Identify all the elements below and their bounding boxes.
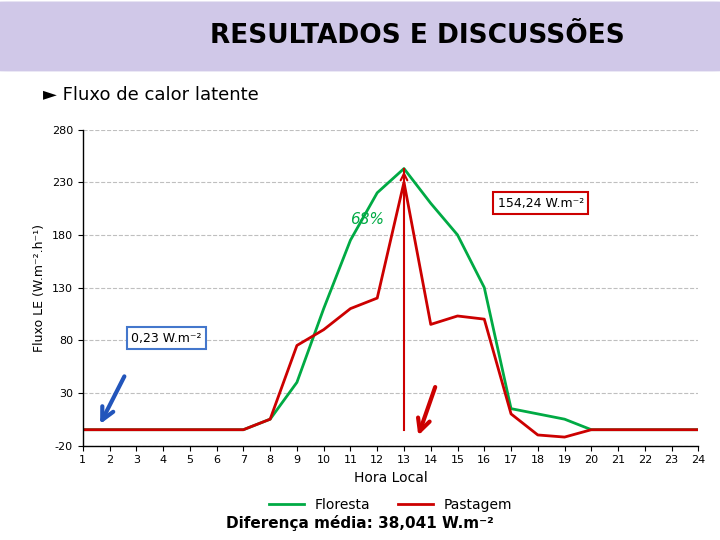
Y-axis label: Fluxo LE (W.m⁻².h⁻¹): Fluxo LE (W.m⁻².h⁻¹) [33, 224, 46, 352]
Floresta [186, 427, 194, 433]
Floresta [560, 416, 569, 422]
Pastagem [587, 427, 595, 433]
Legend: Floresta, Pastagem: Floresta, Pastagem [264, 492, 518, 517]
Floresta [373, 190, 382, 196]
Floresta [239, 427, 248, 433]
Text: 68%: 68% [351, 212, 384, 227]
Floresta [346, 237, 355, 244]
Pastagem [320, 326, 328, 333]
X-axis label: Hora Local: Hora Local [354, 471, 428, 485]
Floresta [480, 284, 489, 291]
Floresta [212, 427, 221, 433]
Pastagem [78, 427, 87, 433]
Pastagem [613, 427, 622, 433]
Floresta [132, 427, 140, 433]
Floresta [641, 427, 649, 433]
Pastagem [105, 427, 114, 433]
FancyBboxPatch shape [0, 2, 720, 71]
Pastagem [292, 342, 301, 349]
Floresta [507, 406, 516, 412]
Pastagem [159, 427, 168, 433]
Floresta [320, 306, 328, 312]
Pastagem [212, 427, 221, 433]
Pastagem [373, 295, 382, 301]
Line: Floresta: Floresta [83, 168, 698, 430]
Pastagem [534, 432, 542, 438]
Floresta [613, 427, 622, 433]
Pastagem [507, 410, 516, 417]
Floresta [159, 427, 168, 433]
Floresta [426, 200, 435, 206]
Floresta [694, 427, 703, 433]
Text: 0,23 W.m⁻²: 0,23 W.m⁻² [131, 332, 202, 345]
Pastagem [667, 427, 676, 433]
Pastagem [426, 321, 435, 328]
Pastagem [346, 306, 355, 312]
Pastagem [480, 316, 489, 322]
Floresta [78, 427, 87, 433]
Pastagem [186, 427, 194, 433]
Pastagem [239, 427, 248, 433]
Floresta [266, 416, 274, 422]
Pastagem [560, 434, 569, 440]
Pastagem [641, 427, 649, 433]
Floresta [453, 232, 462, 238]
Pastagem [132, 427, 140, 433]
Floresta [400, 165, 408, 172]
Pastagem [694, 427, 703, 433]
Floresta [105, 427, 114, 433]
Floresta [534, 410, 542, 417]
Floresta [587, 427, 595, 433]
Floresta [292, 379, 301, 386]
Pastagem [453, 313, 462, 319]
Pastagem [266, 416, 274, 422]
Text: 154,24 W.m⁻²: 154,24 W.m⁻² [498, 197, 584, 210]
Text: RESULTADOS E DISCUSSÕES: RESULTADOS E DISCUSSÕES [210, 23, 625, 50]
Line: Pastagem: Pastagem [83, 183, 698, 437]
Pastagem [400, 179, 408, 186]
Floresta [667, 427, 676, 433]
Text: ► Fluxo de calor latente: ► Fluxo de calor latente [43, 86, 259, 104]
Text: Diferença média: 38,041 W.m⁻²: Diferença média: 38,041 W.m⁻² [226, 515, 494, 531]
